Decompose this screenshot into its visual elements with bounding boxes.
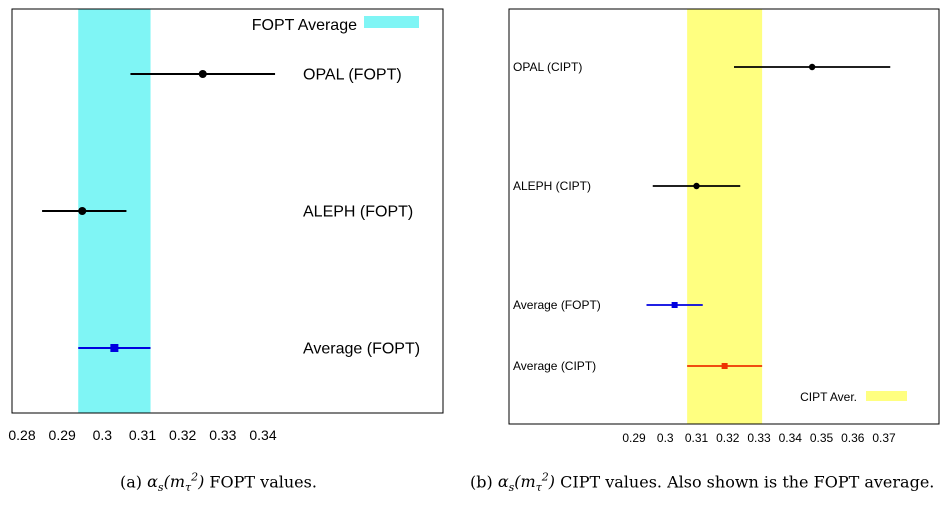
x-tick-label: 0.31 bbox=[685, 431, 709, 445]
cipt-plot-frame bbox=[508, 8, 940, 425]
caption-b-text: CIPT values. Also shown is the FOPT aver… bbox=[555, 472, 935, 492]
point-label: ALEPH (FOPT) bbox=[303, 204, 413, 221]
x-tick-label: 0.32 bbox=[169, 427, 196, 443]
x-tick-label: 0.29 bbox=[622, 431, 646, 445]
data-point-row: OPAL (CIPT) bbox=[513, 60, 891, 74]
fopt-legend-label: FOPT Average bbox=[252, 17, 357, 34]
alpha-s-symbol: αs(mτ2) bbox=[497, 471, 556, 495]
alpha-s-symbol: αs(mτ2) bbox=[147, 471, 205, 495]
fopt-points: OPAL (FOPT) ALEPH (FOPT) Average (FOPT) bbox=[42, 67, 420, 358]
x-tick-label: 0.37 bbox=[872, 431, 896, 445]
fopt-panel: FOPT Average 0.28 0.29 0.3 0.31 0.32 0.33 0.34… bbox=[8, 8, 444, 443]
cipt-panel: CIPT Aver. 0.29 0.3 0.31 0.32 0.33 0.34 0.35 0.… bbox=[508, 8, 940, 445]
circle-marker bbox=[693, 182, 700, 190]
x-tick-label: 0.28 bbox=[8, 427, 35, 443]
point-label: Average (FOPT) bbox=[303, 341, 420, 358]
square-marker bbox=[671, 302, 678, 308]
circle-marker bbox=[808, 63, 816, 71]
data-point-row: Average (FOPT) bbox=[78, 341, 420, 358]
square-marker bbox=[110, 344, 119, 352]
data-point-row: ALEPH (FOPT) bbox=[42, 204, 413, 221]
x-tick-label: 0.3 bbox=[657, 431, 674, 445]
caption-b-prefix: (b) bbox=[470, 472, 498, 492]
circle-marker bbox=[198, 70, 207, 78]
fopt-legend-swatch bbox=[364, 16, 419, 28]
caption-a: (a) αs(mτ2) FOPT values. bbox=[120, 467, 420, 499]
fopt-plot-frame bbox=[11, 8, 444, 414]
x-tick-label: 0.29 bbox=[49, 427, 76, 443]
x-tick-label: 0.36 bbox=[841, 431, 865, 445]
fopt-x-ticks: 0.28 0.29 0.3 0.31 0.32 0.33 0.34 bbox=[8, 427, 276, 443]
data-point-row: Average (FOPT) bbox=[513, 298, 703, 312]
caption-a-text: FOPT values. bbox=[204, 472, 317, 492]
data-point-row: ALEPH (CIPT) bbox=[513, 179, 741, 193]
figure-canvas: FOPT Average 0.28 0.29 0.3 0.31 0.32 0.33 0.34… bbox=[8, 8, 940, 445]
x-tick-label: 0.33 bbox=[209, 427, 236, 443]
cipt-legend: CIPT Aver. bbox=[800, 390, 907, 404]
cipt-x-ticks: 0.29 0.3 0.31 0.32 0.33 0.34 0.35 0.36 0.37 bbox=[622, 431, 896, 445]
data-point-row: Average (CIPT) bbox=[513, 359, 763, 373]
point-label: Average (FOPT) bbox=[513, 298, 601, 312]
caption-b: (b) αs(mτ2) CIPT values. Also shown is t… bbox=[470, 467, 938, 499]
point-label: OPAL (CIPT) bbox=[513, 60, 582, 74]
caption-a-prefix: (a) bbox=[120, 472, 148, 492]
point-label: OPAL (FOPT) bbox=[303, 67, 402, 84]
data-point-row: OPAL (FOPT) bbox=[130, 67, 402, 84]
square-marker bbox=[721, 363, 728, 369]
x-tick-label: 0.35 bbox=[810, 431, 834, 445]
x-tick-label: 0.32 bbox=[716, 431, 740, 445]
x-tick-label: 0.31 bbox=[129, 427, 156, 443]
cipt-legend-label: CIPT Aver. bbox=[800, 390, 857, 404]
cipt-legend-swatch bbox=[866, 391, 907, 401]
x-tick-label: 0.33 bbox=[747, 431, 771, 445]
circle-marker bbox=[78, 207, 87, 215]
cipt-average-band bbox=[687, 9, 763, 424]
fopt-legend: FOPT Average bbox=[252, 16, 419, 34]
point-label: Average (CIPT) bbox=[513, 359, 596, 373]
x-tick-label: 0.34 bbox=[779, 431, 803, 445]
point-label: ALEPH (CIPT) bbox=[513, 179, 591, 193]
x-tick-label: 0.34 bbox=[249, 427, 276, 443]
x-tick-label: 0.3 bbox=[93, 427, 113, 443]
cipt-points: OPAL (CIPT) ALEPH (CIPT) Average (FOPT) Ave… bbox=[513, 60, 891, 373]
